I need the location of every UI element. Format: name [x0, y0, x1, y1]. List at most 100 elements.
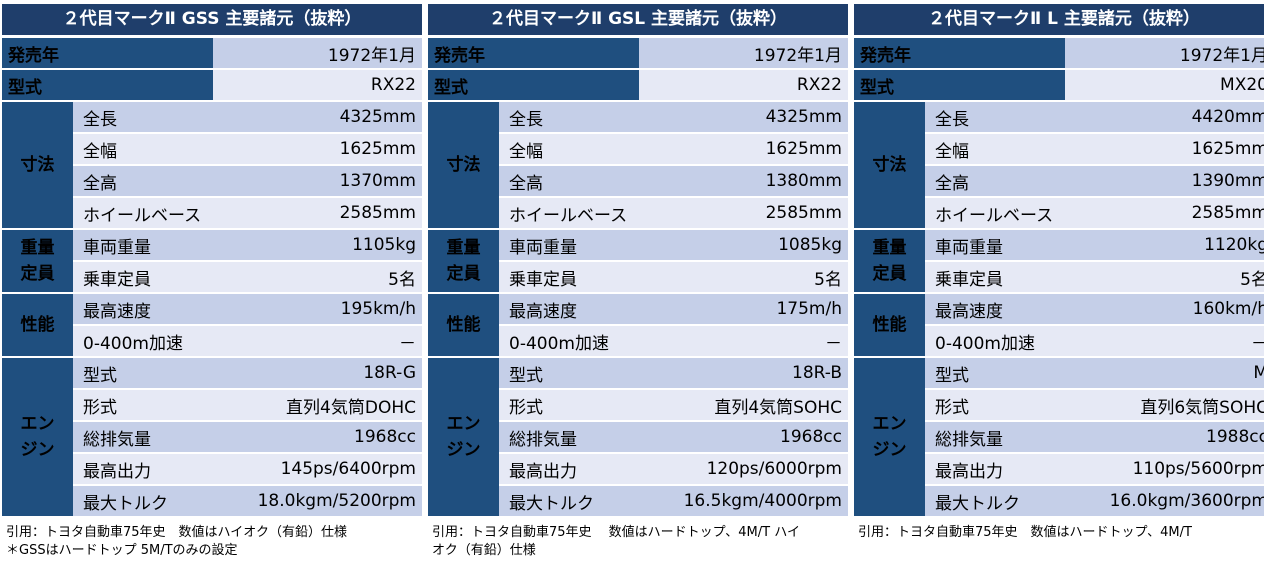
release-label: 発売年 — [854, 38, 1065, 68]
row-label: 最大トルク — [73, 486, 213, 516]
row-label: 全高 — [499, 166, 639, 196]
model-label: 型式 — [428, 70, 639, 100]
row-value: 2585mm — [639, 198, 848, 228]
row-label: 型式 — [925, 358, 1065, 388]
spec-table: 発売年 1972年1月 型式 MX20 寸法 全長 4420mm 全幅 1625mm … — [854, 36, 1264, 518]
release-value: 1972年1月 — [1065, 38, 1264, 68]
category-weight: 重量 定員 — [428, 230, 499, 292]
row-value: 16.0kgm/3600rpm — [1065, 486, 1264, 516]
row-value: 145ps/6400rpm — [213, 454, 422, 484]
row-label: 型式 — [73, 358, 213, 388]
row-value: 2585mm — [1065, 198, 1264, 228]
row-value: 1370mm — [213, 166, 422, 196]
row-value: 1380mm — [639, 166, 848, 196]
model-label: 型式 — [2, 70, 213, 100]
row-value: 直列4気筒DOHC — [213, 390, 422, 420]
row-label: 全長 — [73, 102, 213, 132]
row-value: 18R-G — [213, 358, 422, 388]
row-value: 18.0kgm/5200rpm — [213, 486, 422, 516]
panel-title: ２代目マークⅡ GSS 主要諸元（抜粋） — [2, 4, 422, 35]
row-value: 4325mm — [639, 102, 848, 132]
row-label: 0-400m加速 — [499, 326, 639, 356]
source-note: 引用：トヨタ自動車75年史 数値はハードトップ、4M/T ハイ オク（有鉛）仕様 — [432, 525, 800, 558]
table-row: 発売年 1972年1月 — [428, 38, 848, 68]
category-weight: 重量 定員 — [854, 230, 925, 292]
row-value: 5名 — [639, 262, 848, 292]
release-value: 1972年1月 — [639, 38, 848, 68]
row-value: 18R-B — [639, 358, 848, 388]
table-row: 型式 MX20 — [854, 70, 1264, 100]
category-performance: 性能 — [854, 294, 925, 356]
category-engine: エン ジン — [854, 358, 925, 516]
row-value: － — [1065, 326, 1264, 356]
category-dimensions: 寸法 — [854, 102, 925, 228]
row-value: M — [1065, 358, 1264, 388]
row-value: 120ps/6000rpm — [639, 454, 848, 484]
row-label: 全長 — [925, 102, 1065, 132]
row-label: 全高 — [925, 166, 1065, 196]
row-label: 形式 — [499, 390, 639, 420]
category-dimensions: 寸法 — [2, 102, 73, 228]
row-label: 乗車定員 — [499, 262, 639, 292]
row-label: ホイールベース — [73, 198, 213, 228]
row-value: 1988cc — [1065, 422, 1264, 452]
row-label: 0-400m加速 — [73, 326, 213, 356]
category-dimensions: 寸法 — [428, 102, 499, 228]
row-label: 全幅 — [925, 134, 1065, 164]
row-label: 最高速度 — [73, 294, 213, 324]
row-value: 5名 — [213, 262, 422, 292]
row-label: 最大トルク — [925, 486, 1065, 516]
row-value: 直列4気筒SOHC — [639, 390, 848, 420]
row-label: 全幅 — [499, 134, 639, 164]
row-value: 1120kg — [1065, 230, 1264, 260]
release-value: 1972年1月 — [213, 38, 422, 68]
row-label: 最高速度 — [925, 294, 1065, 324]
model-value: RX22 — [213, 70, 422, 100]
row-value: － — [639, 326, 848, 356]
row-value: 16.5kgm/4000rpm — [639, 486, 848, 516]
row-value: 1085kg — [639, 230, 848, 260]
row-value: 1968cc — [639, 422, 848, 452]
row-label: 最高速度 — [499, 294, 639, 324]
panel-title: ２代目マークⅡ L 主要諸元（抜粋） — [854, 4, 1264, 35]
row-label: 総排気量 — [499, 422, 639, 452]
row-label: 全長 — [499, 102, 639, 132]
row-value: 1968cc — [213, 422, 422, 452]
row-value: 1105kg — [213, 230, 422, 260]
row-label: 形式 — [73, 390, 213, 420]
category-performance: 性能 — [428, 294, 499, 356]
row-value: 1625mm — [213, 134, 422, 164]
row-label: 最大トルク — [499, 486, 639, 516]
model-label: 型式 — [854, 70, 1065, 100]
category-weight: 重量 定員 — [2, 230, 73, 292]
row-label: 車両重量 — [499, 230, 639, 260]
category-engine: エン ジン — [428, 358, 499, 516]
row-label: 形式 — [925, 390, 1065, 420]
row-label: 全高 — [73, 166, 213, 196]
row-label: 乗車定員 — [73, 262, 213, 292]
row-label: 車両重量 — [73, 230, 213, 260]
row-value: 5名 — [1065, 262, 1264, 292]
row-value: 110ps/5600rpm — [1065, 454, 1264, 484]
source-note: 引用：トヨタ自動車75年史 数値はハイオク（有鉛）仕様 ＊GSSはハードトップ … — [6, 525, 348, 558]
release-label: 発売年 — [2, 38, 213, 68]
spec-table: 発売年 1972年1月 型式 RX22 寸法 全長 4325mm 全幅 1625mm … — [428, 36, 848, 518]
table-row: 発売年 1972年1月 — [2, 38, 422, 68]
row-label: 最高出力 — [499, 454, 639, 484]
model-value: RX22 — [639, 70, 848, 100]
row-value: 4325mm — [213, 102, 422, 132]
row-label: 乗車定員 — [925, 262, 1065, 292]
row-label: 最高出力 — [73, 454, 213, 484]
row-value: 195km/h — [213, 294, 422, 324]
row-value: 1625mm — [639, 134, 848, 164]
spec-panel-gss: ２代目マークⅡ GSS 主要諸元（抜粋） 発売年 1972年1月 型式 RX22… — [2, 4, 422, 560]
spec-panel-gsl: ２代目マークⅡ GSL 主要諸元（抜粋） 発売年 1972年1月 型式 RX22… — [428, 4, 848, 560]
spec-panel-l: ２代目マークⅡ L 主要諸元（抜粋） 発売年 1972年1月 型式 MX20 寸… — [854, 4, 1264, 542]
table-row: 型式 RX22 — [2, 70, 422, 100]
table-row: 型式 RX22 — [428, 70, 848, 100]
row-value: 2585mm — [213, 198, 422, 228]
row-label: 型式 — [499, 358, 639, 388]
row-label: ホイールベース — [925, 198, 1065, 228]
row-label: 0-400m加速 — [925, 326, 1065, 356]
row-value: 1625mm — [1065, 134, 1264, 164]
